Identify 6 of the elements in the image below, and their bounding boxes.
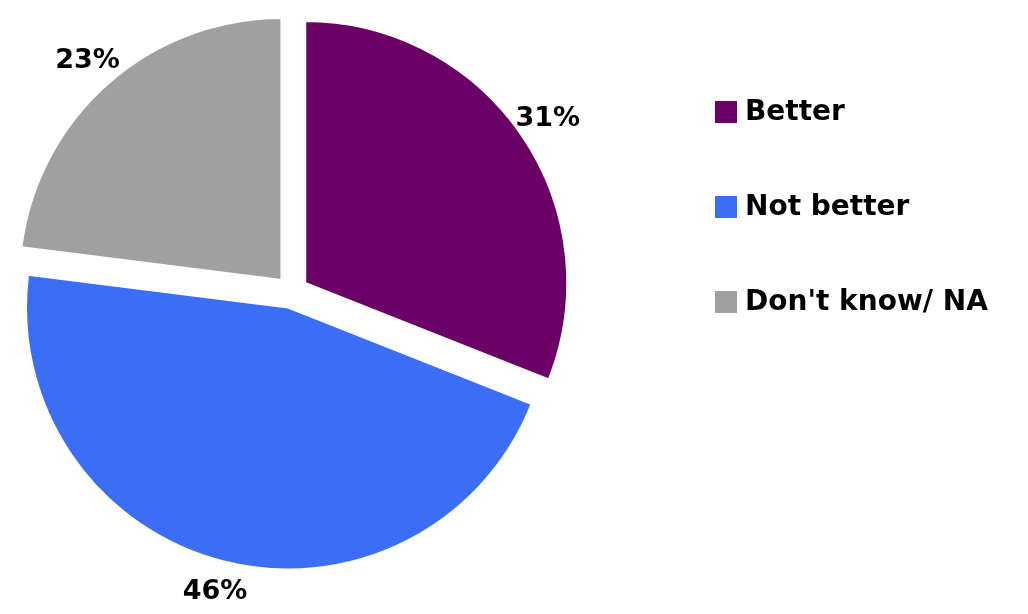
legend-label: Better — [745, 94, 846, 127]
legend-label: Don't know/ NA — [745, 284, 989, 317]
data-label: 46% — [182, 573, 248, 605]
data-label: 23% — [55, 42, 120, 74]
data-label: 31% — [515, 100, 581, 132]
legend-label: Not better — [745, 189, 910, 222]
